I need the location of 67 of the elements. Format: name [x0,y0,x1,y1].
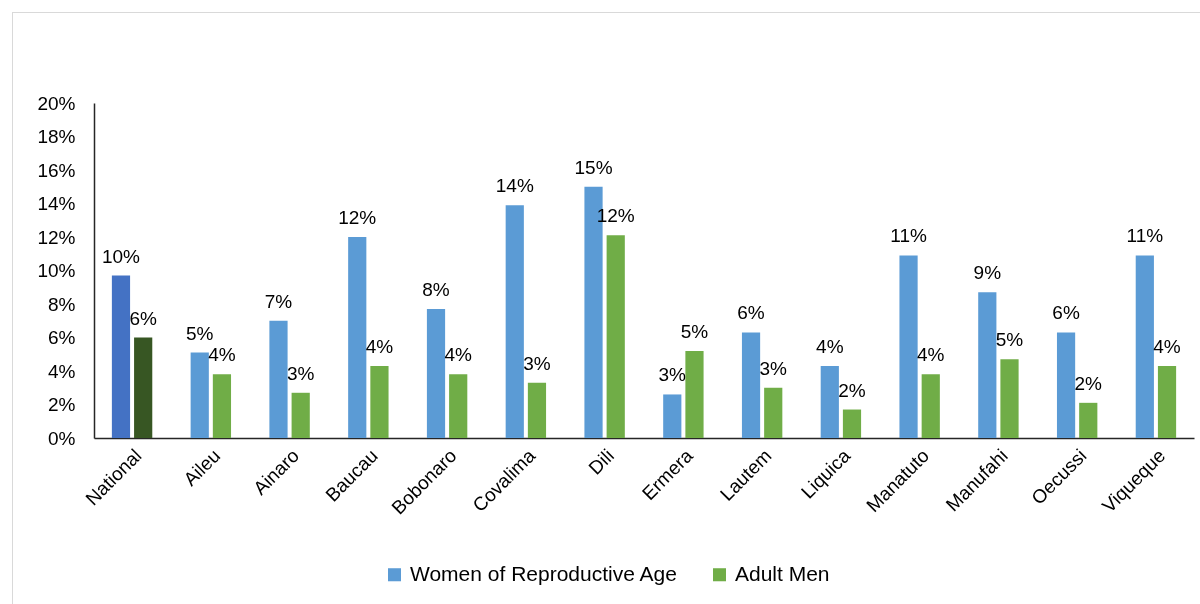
y-tick-label: 10% [37,260,76,281]
bar [899,255,918,438]
bar [606,235,625,438]
data-label: 15% [574,156,613,178]
data-label: 7% [264,290,293,312]
bar [1135,255,1154,438]
data-label: 4% [208,344,236,366]
data-label: 12% [338,207,377,228]
data-label: 5% [995,329,1024,351]
data-label: 11% [1126,225,1164,247]
data-label: 11% [890,225,927,247]
bar [685,350,704,438]
data-label: 2% [838,379,866,401]
data-label: 9% [973,262,1002,284]
data-label: 3% [286,362,315,384]
y-tick-label: 2% [48,394,76,415]
data-label: 14% [495,175,534,197]
bar [527,382,547,438]
bar [190,352,209,438]
bar [426,309,446,438]
bar [269,320,288,438]
bar [505,205,524,438]
bar [1056,332,1076,438]
y-tick-label: 6% [48,327,76,348]
legend-label: Women of Reproductive Age [410,561,677,585]
legend-label: Adult Men [735,561,830,585]
bar [842,409,862,438]
y-tick-label: 12% [37,226,76,248]
data-label: 6% [129,307,158,329]
y-tick-label: 14% [37,193,76,214]
data-label: 4% [816,335,844,357]
bar [370,365,389,438]
bar [348,237,367,438]
data-label: 10% [101,245,141,267]
data-label: 2% [1074,372,1103,394]
bar [978,292,997,438]
bar [764,387,783,438]
bar [291,392,310,438]
data-label: 5% [680,320,709,342]
y-tick-label: 4% [48,360,76,382]
bar [820,365,839,438]
data-label: 5% [186,322,214,344]
bar [1000,359,1019,438]
bar [212,374,232,438]
y-tick-label: 16% [37,159,76,181]
data-label: 8% [422,279,450,301]
bar [741,332,761,438]
bar [921,374,940,438]
data-label: 4% [365,335,394,357]
data-label: 3% [523,352,551,374]
data-label: 6% [1052,302,1080,324]
y-tick-label: 18% [37,126,76,147]
bar [134,337,153,438]
data-label: 4% [917,344,945,366]
data-label: 3% [759,357,788,379]
bar [663,394,682,438]
data-label: 3% [658,364,687,386]
data-label: 4% [444,344,473,366]
y-tick-label: 0% [48,427,76,449]
bar [1157,365,1177,438]
y-tick-label: 20% [37,92,76,114]
bar [111,275,131,438]
x-tick-label: Dili [584,445,619,479]
y-tick-label: 8% [48,293,76,315]
bar [1079,402,1098,438]
bar [449,374,468,438]
data-label: 6% [737,302,765,324]
